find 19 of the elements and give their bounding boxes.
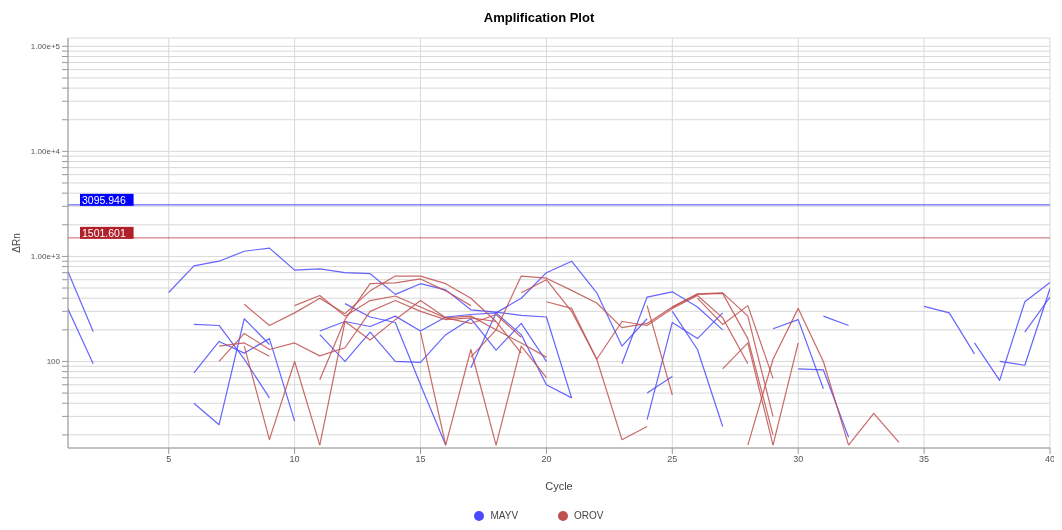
x-tick-label: 35 (919, 454, 930, 465)
x-tick-label: 10 (289, 454, 300, 465)
ref-line-label: 1501.601 (82, 226, 126, 239)
x-tick-label: 15 (415, 454, 426, 465)
y-tick-label: 100 (46, 357, 61, 367)
y-tick-label: 1.00e+3 (30, 252, 61, 262)
y-tick-label: 1.00e+4 (30, 147, 61, 157)
y-tick-label: 1.00e+5 (30, 42, 61, 52)
x-tick-label: 40 (1044, 454, 1056, 465)
legend-label: MAYV (489, 510, 519, 521)
x-tick-label: 20 (541, 454, 552, 465)
x-tick-label: 5 (166, 454, 172, 465)
chart-title: Amplification Plot (482, 9, 596, 27)
legend-label: OROV (573, 510, 604, 521)
x-axis-title: Cycle (545, 480, 573, 492)
x-tick-label: 30 (793, 454, 804, 465)
ref-line-label: 3095.946 (82, 193, 126, 206)
y-axis-title: ΔRn (10, 233, 22, 253)
x-tick-label: 25 (667, 454, 678, 465)
